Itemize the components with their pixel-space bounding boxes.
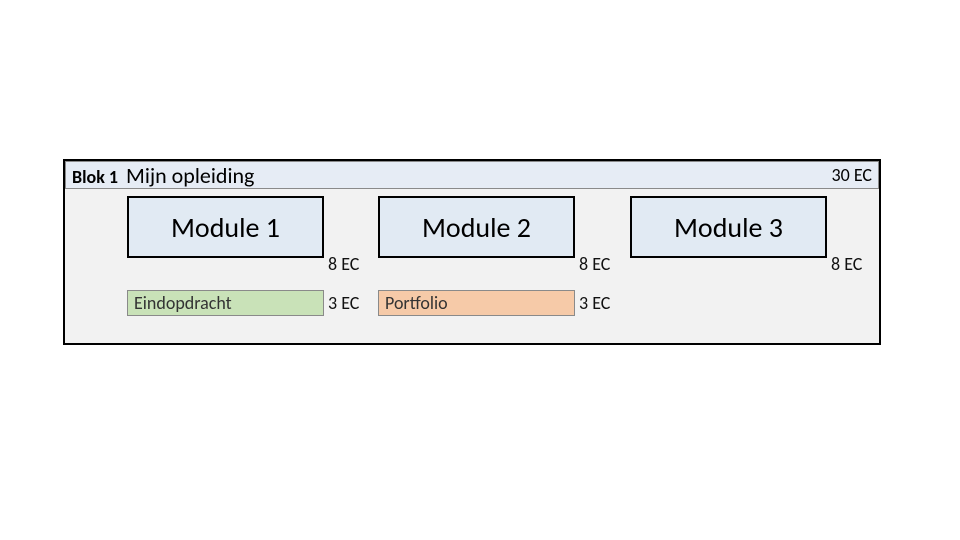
canvas: Blok 1 Mijn opleiding 30 EC Module 1 8 E… [0,0,960,540]
module-box: Module 1 [127,196,324,258]
extra-label: Portfolio [385,292,448,314]
blok-ec-total: 30 EC [832,164,873,186]
module-ec: 8 EC [579,253,610,275]
extra-ec: 3 EC [579,292,610,314]
blok-header: Blok 1 Mijn opleiding 30 EC [65,161,879,189]
module-label: Module 2 [422,210,531,245]
module-ec: 8 EC [328,253,359,275]
module-box: Module 3 [630,196,827,258]
extra-ec: 3 EC [328,292,359,314]
blok-label: Blok 1 [72,166,118,188]
blok-title: Mijn opleiding [126,162,254,189]
module-label: Module 1 [171,210,280,245]
module-label: Module 3 [674,210,783,245]
extra-box: Eindopdracht [127,290,324,316]
extra-box: Portfolio [378,290,575,316]
module-box: Module 2 [378,196,575,258]
module-ec: 8 EC [831,253,862,275]
extra-label: Eindopdracht [134,292,232,314]
